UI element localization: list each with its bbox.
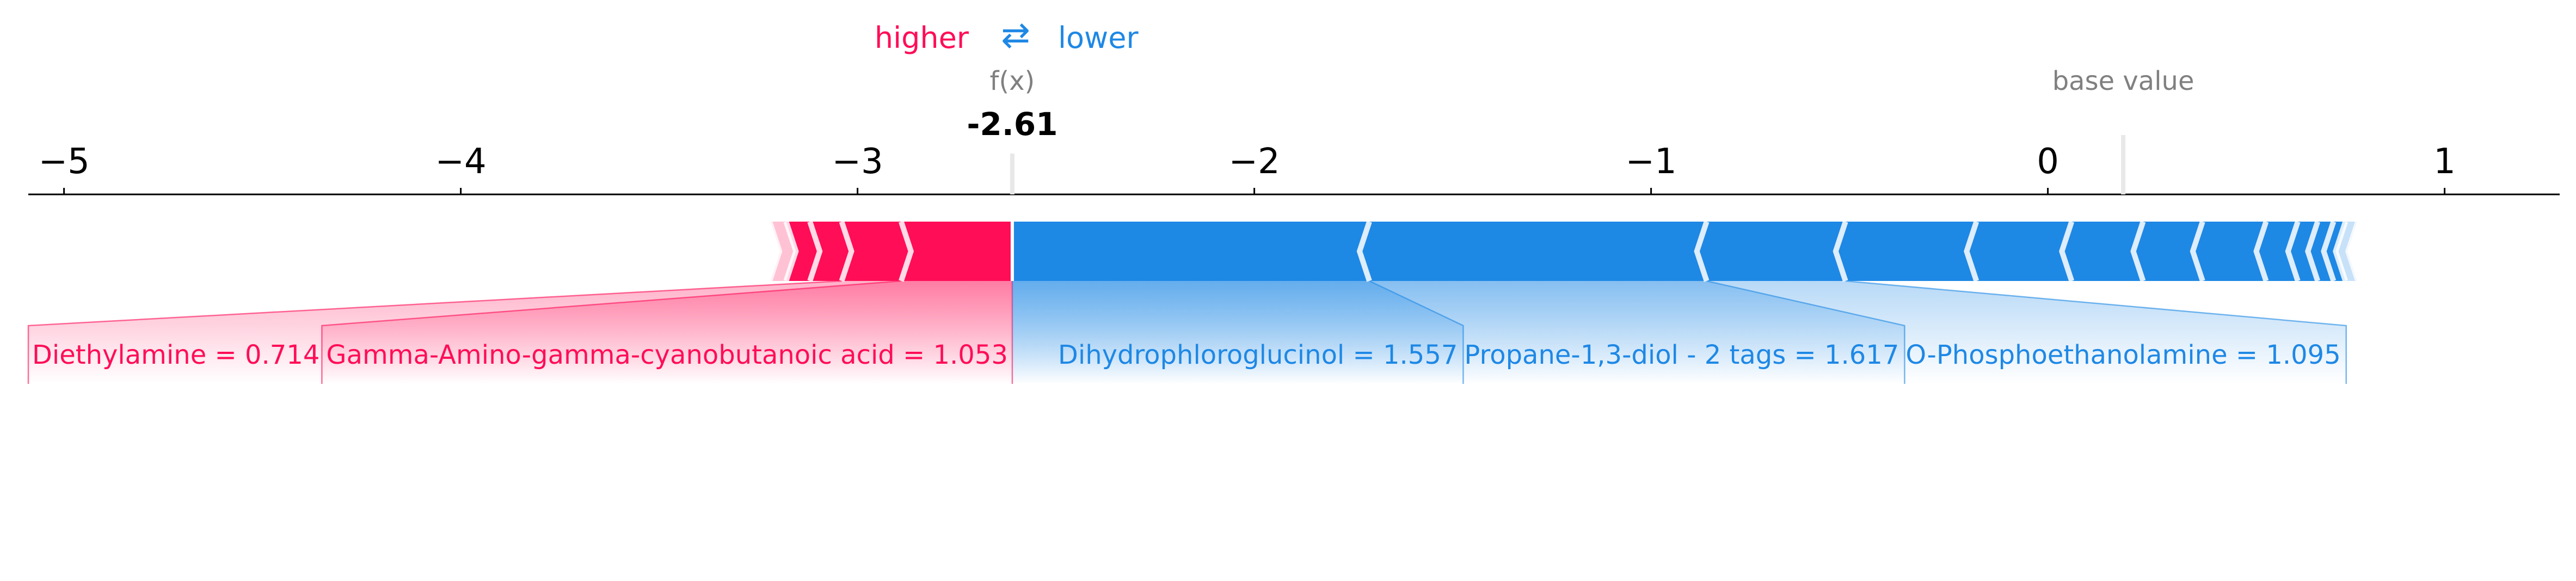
- higher-feature-segment: [810, 222, 852, 281]
- lower-feature-separator: [2190, 221, 2205, 282]
- higher-feature-label: Gamma-Amino-gamma-cyanobutanoic acid = 1…: [326, 340, 1008, 370]
- label-connectors: [27, 280, 2347, 384]
- base-value-label: base value: [2052, 66, 2194, 96]
- force-bars: [768, 221, 2360, 282]
- higher-feature-separator: [768, 221, 783, 282]
- lower-feature-separator: [2285, 221, 2301, 282]
- lower-feature-segment: [1835, 222, 1977, 281]
- output-value: -2.61: [967, 106, 1058, 143]
- higher-connector-line: [27, 280, 842, 384]
- lower-feature-separator: [2345, 221, 2360, 282]
- lower-feature-separator: [2333, 221, 2348, 282]
- higher-feature-label: Diethylamine = 0.714: [32, 340, 319, 370]
- x-tick-label: −1: [1625, 142, 1676, 182]
- lower-feature-segment: [1012, 222, 1370, 281]
- lower-feature-separator: [2253, 221, 2269, 282]
- higher-connector-fill: [28, 281, 1012, 384]
- lower-feature-separator: [1964, 221, 1979, 282]
- legend-lower-label: lower: [1058, 21, 1139, 55]
- higher-feature-segment: [841, 222, 911, 281]
- lower-connector-line: [1845, 280, 2347, 384]
- lower-feature-separator: [2305, 221, 2321, 282]
- higher-feature-segment: [901, 222, 1012, 281]
- x-tick-label: −5: [38, 142, 89, 182]
- x-axis: −5 −4 −3 −2 −1 0 1: [28, 135, 2560, 195]
- lower-feature-segment: [2256, 222, 2298, 281]
- legend-higher-label: higher: [875, 21, 969, 55]
- x-tick-label: −4: [435, 142, 486, 182]
- higher-feature-separator: [839, 221, 854, 282]
- higher-feature-separator: [899, 221, 914, 282]
- lower-feature-label: Propane-1,3-diol - 2 tags = 1.617: [1464, 340, 1899, 370]
- lower-feature-label: Dihydrophloroglucinol = 1.557: [1058, 340, 1458, 370]
- lower-feature-separator: [2059, 221, 2075, 282]
- x-tick-label: −3: [832, 142, 883, 182]
- output-label: f(x): [990, 66, 1035, 96]
- lower-feature-separator: [1833, 221, 1848, 282]
- lower-feature-separator: [2321, 221, 2337, 282]
- lower-feature-segment: [2133, 222, 2203, 281]
- lower-feature-segment: [2192, 222, 2266, 281]
- lower-feature-separator: [2130, 221, 2146, 282]
- higher-feature-separator: [783, 221, 799, 282]
- lower-feature-separator: [1356, 221, 1372, 282]
- lower-feature-segment: [1966, 222, 2072, 281]
- higher-feature-segment: [786, 222, 820, 281]
- feature-labels: Gamma-Amino-gamma-cyanobutanoic acid = 1…: [32, 340, 2341, 370]
- x-tick-label: 0: [2037, 142, 2059, 182]
- lower-feature-segment: [1360, 222, 1707, 281]
- x-tick-label: 1: [2433, 142, 2456, 182]
- lower-connector-fill: [1012, 281, 2346, 384]
- lower-feature-label: O-Phosphoethanolamine = 1.095: [1905, 340, 2340, 370]
- lower-feature-segment: [1696, 222, 1846, 281]
- legend-arrow-icon: ⇄: [1001, 15, 1030, 56]
- x-tick-label: −2: [1228, 142, 1280, 182]
- lower-feature-separator: [1694, 221, 1710, 282]
- lower-feature-segment: [2062, 222, 2143, 281]
- higher-feature-separator: [807, 221, 823, 282]
